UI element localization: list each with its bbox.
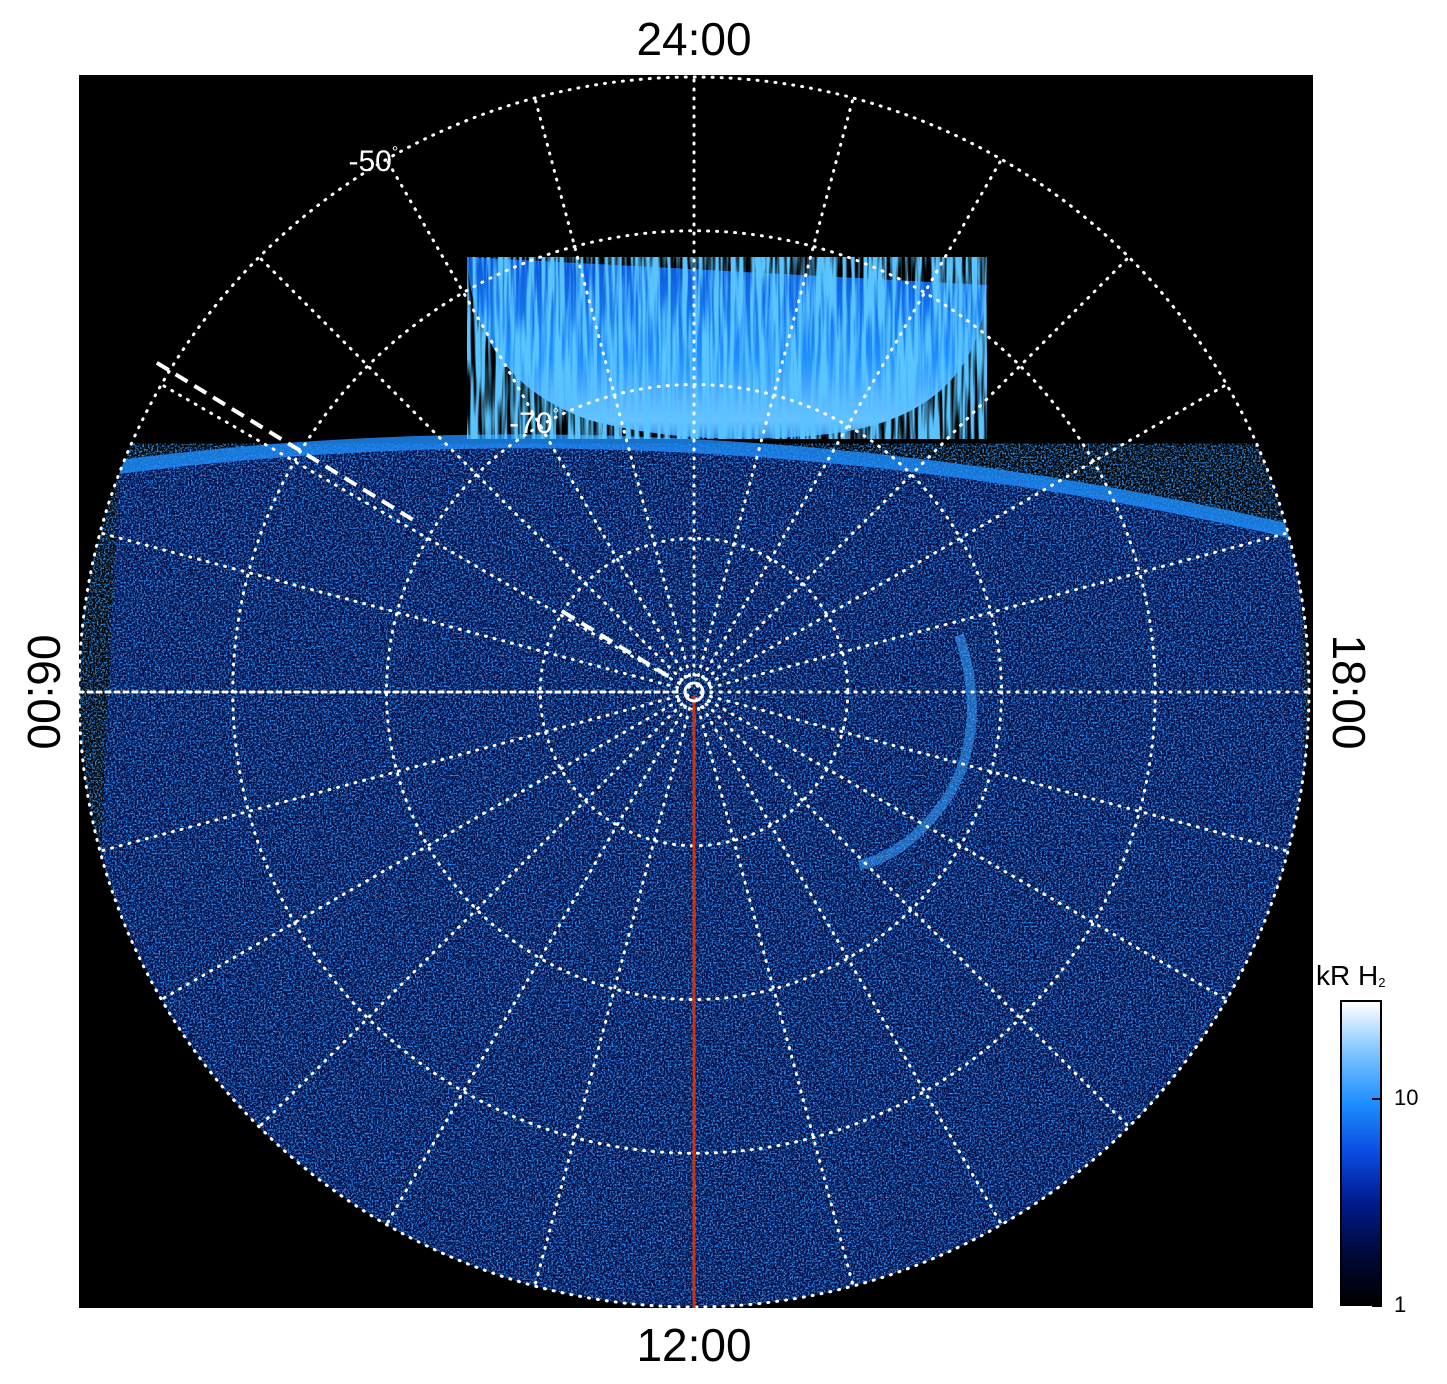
local-time-meridian-11: [696, 96, 855, 678]
local-time-meridian-17: [98, 531, 680, 690]
latitude-circle--50: [79, 75, 1311, 1308]
dusk-auroral-feature: [857, 633, 977, 870]
local-time-meridian-20: [159, 699, 681, 1001]
local-time-meridian-8: [707, 383, 1229, 685]
polar-projection-plot: -70° -50°: [79, 75, 1313, 1308]
local-time-meridian-13: [533, 96, 692, 678]
local-time-meridian-21: [257, 702, 684, 1129]
local-time-meridian-1: [696, 706, 855, 1288]
latitude-label-70: -70°: [509, 406, 559, 440]
local-time-meridian-22: [385, 705, 687, 1227]
local-time-meridian-2: [701, 705, 1003, 1227]
dayside-boundary-streaks: [118, 434, 1301, 540]
dashed-line-outer: [155, 361, 414, 522]
local-time-meridian-10: [701, 157, 1003, 679]
colorbar-tick-mark-10: [1372, 1097, 1382, 1100]
latitude-label-50: -50°: [348, 144, 398, 178]
local-time-meridian-7: [708, 531, 1290, 690]
colorbar-title: kR H2: [1316, 960, 1386, 991]
local-time-meridian-14: [385, 157, 687, 679]
latitude-labels: -70° -50°: [348, 144, 558, 440]
emission-map: [79, 257, 1309, 1307]
dayside-emission-bright-speckle: [79, 443, 1309, 1307]
nightside-auroral-cap-streaks: [467, 257, 987, 439]
local-time-meridian-15: [257, 255, 684, 682]
pole-marker: [683, 681, 705, 703]
polar-grid: [79, 75, 1313, 1308]
local-time-label-left: 06:00: [18, 634, 70, 750]
colorbar-tick-mark-1: [1372, 1305, 1382, 1307]
local-time-meridian-4: [707, 699, 1229, 1001]
markers: [155, 361, 705, 1308]
colorbar-tick-label-10: 10: [1394, 1084, 1419, 1110]
colorbar-tick-label-1: 1: [1394, 1292, 1407, 1317]
local-time-meridian-23: [533, 706, 692, 1288]
local-time-label-top: 24:00: [636, 13, 752, 65]
local-time-label-right: 18:00: [1323, 634, 1375, 750]
local-time-label-bottom: 12:00: [636, 1319, 752, 1371]
local-time-meridian-16: [159, 383, 681, 685]
local-time-meridian-3: [704, 702, 1131, 1129]
local-time-meridian-5: [708, 694, 1290, 853]
colorbar: [1340, 1000, 1382, 1306]
local-time-meridian-9: [704, 255, 1131, 682]
local-time-meridian-19: [98, 694, 680, 853]
